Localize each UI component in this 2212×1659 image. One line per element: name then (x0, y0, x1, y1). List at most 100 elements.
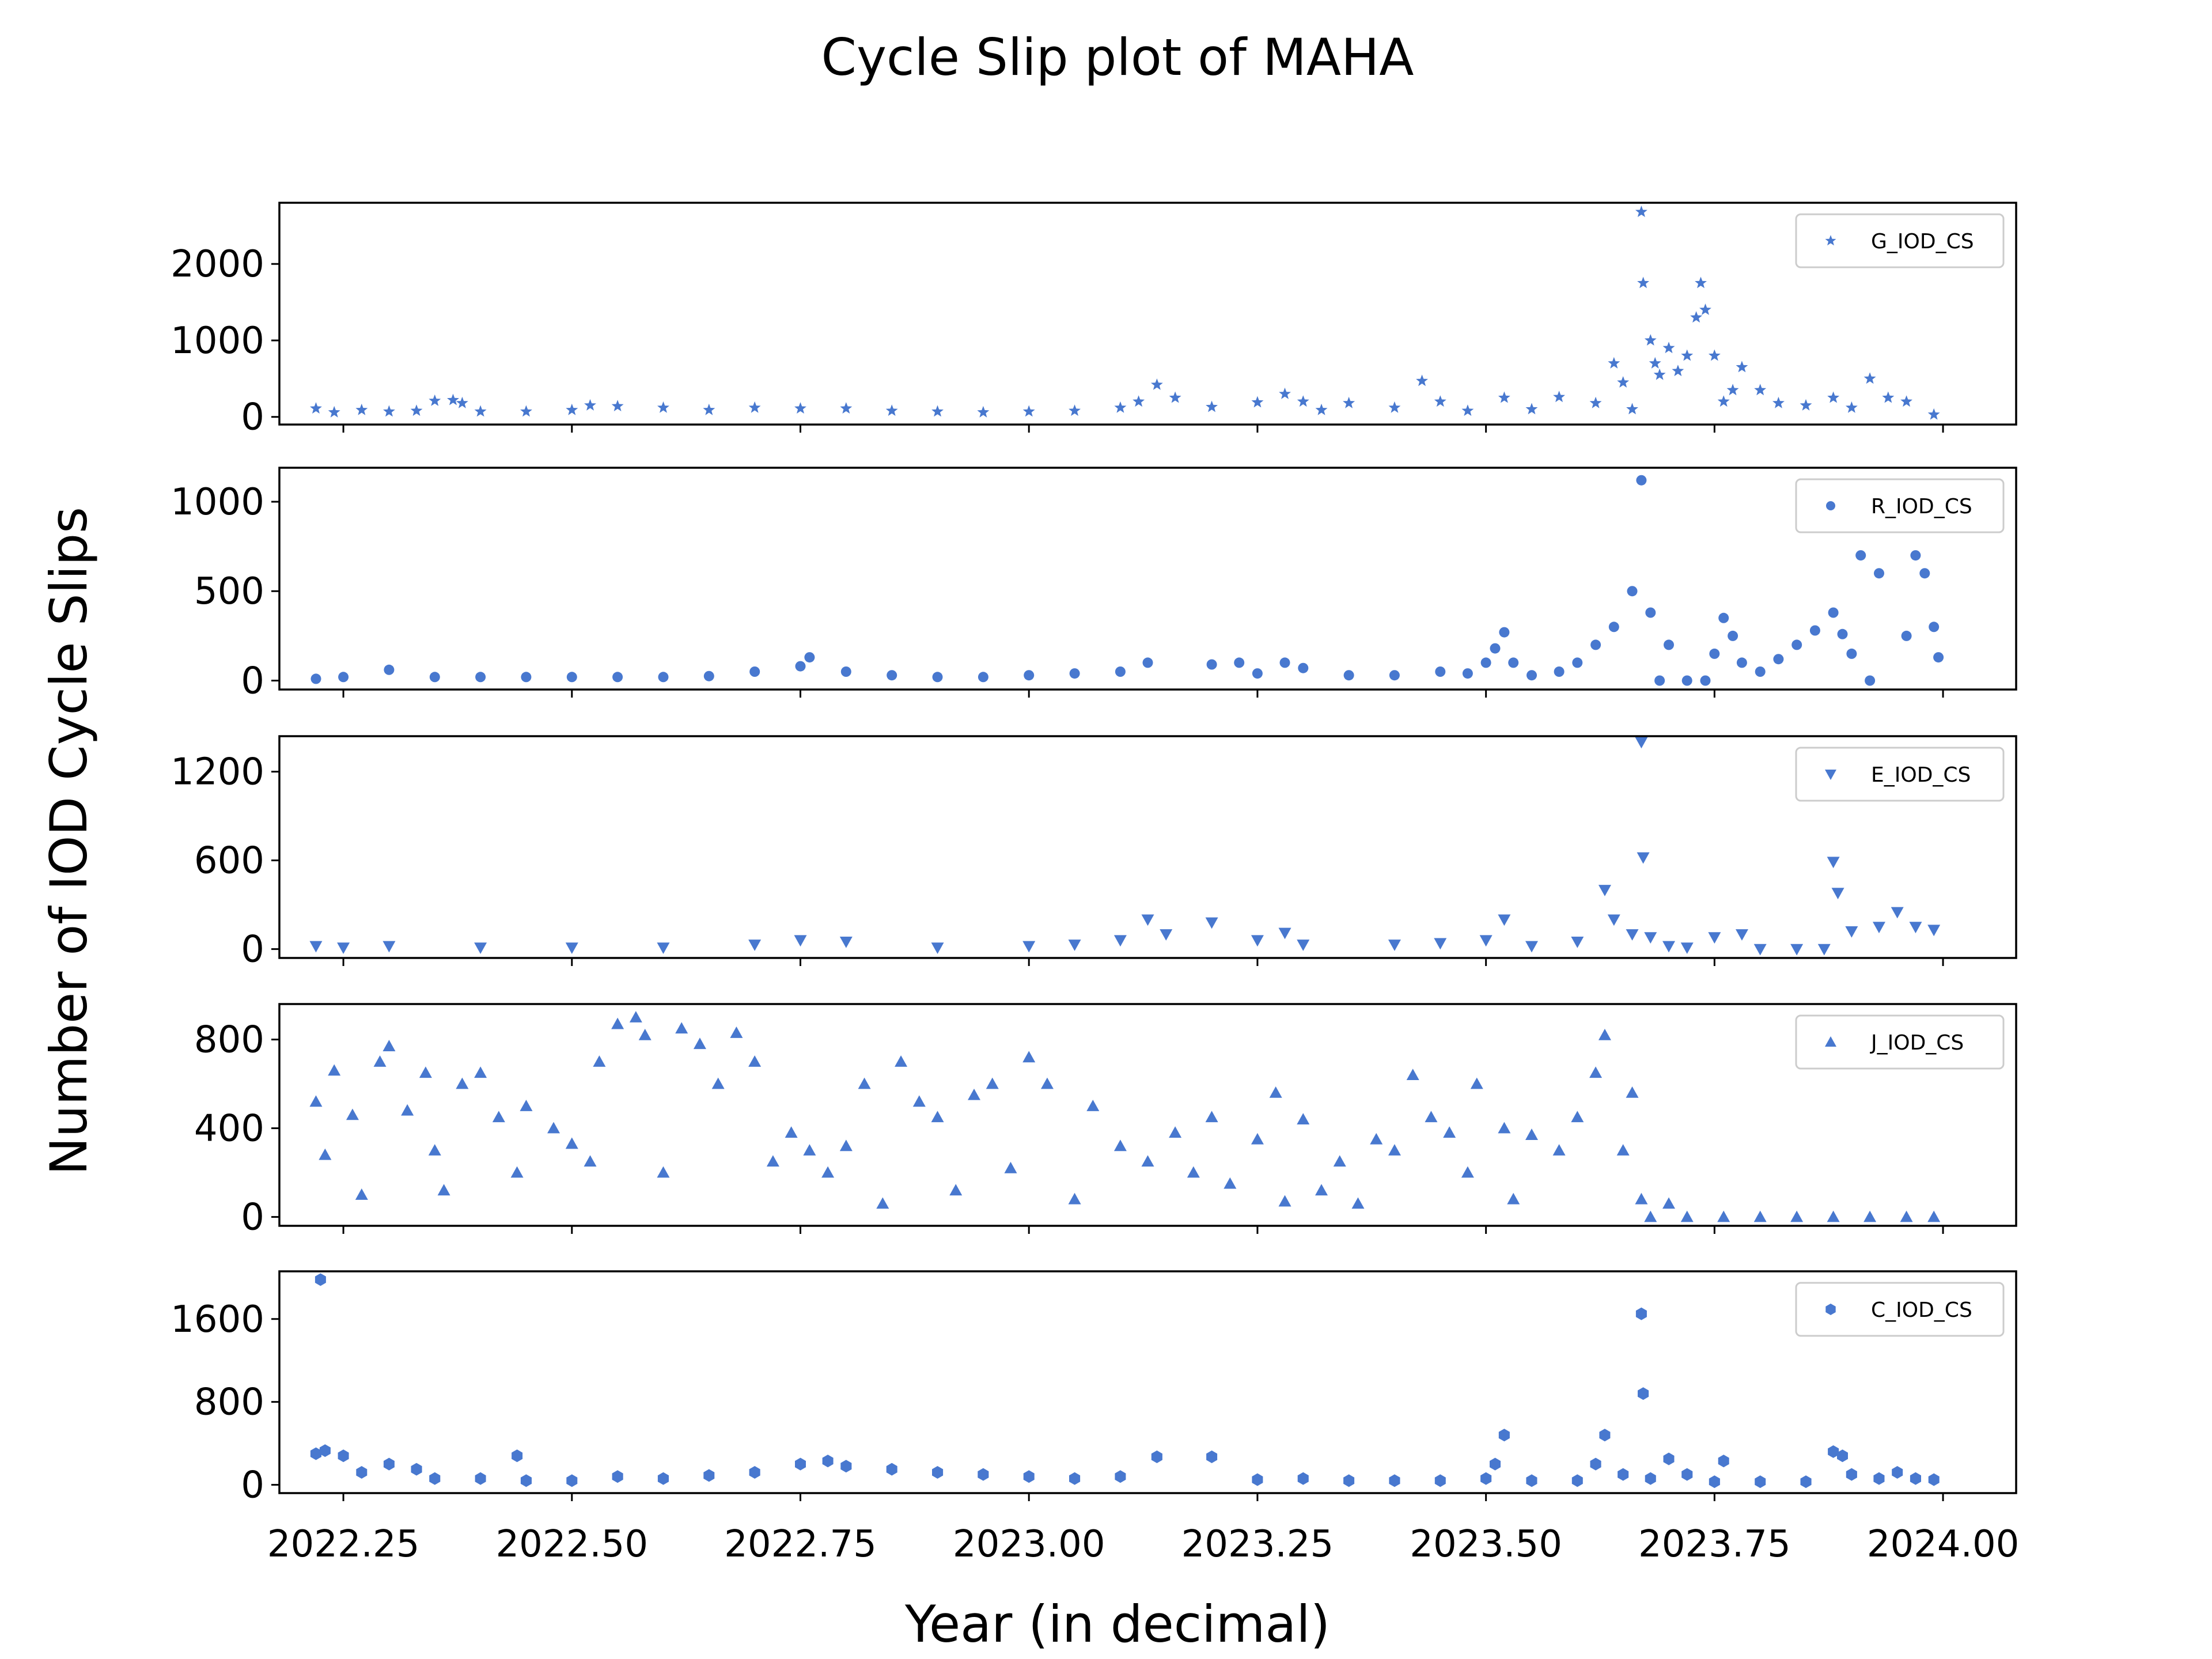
legend-label: J_IOD_CS (1870, 1031, 1964, 1055)
data-point (1662, 342, 1675, 354)
data-point (1644, 334, 1657, 346)
data-point (1297, 1113, 1310, 1124)
y-tick-label: 2000 (171, 243, 264, 286)
data-point (1607, 914, 1620, 926)
data-point (1681, 1468, 1693, 1481)
data-point (1865, 675, 1876, 686)
data-point (1315, 403, 1328, 415)
data-point (1416, 374, 1428, 387)
data-point (1927, 1210, 1941, 1222)
y-tick-label: 0 (241, 660, 264, 702)
data-point (657, 1472, 669, 1485)
y-tick-label: 400 (194, 1108, 264, 1150)
data-point (309, 1095, 323, 1107)
data-point (1525, 1128, 1538, 1140)
panel-c-iod-cs: 0 800 1600 2022.25 2022.50 2022.75 2023.00 2023… (171, 1270, 2019, 1566)
data-point (748, 401, 761, 413)
data-point (1654, 675, 1665, 686)
data-point (1855, 550, 1866, 561)
data-point (338, 672, 349, 683)
data-point (1554, 666, 1565, 677)
data-point (978, 1468, 989, 1481)
data-point (886, 1463, 897, 1476)
data-point (1114, 401, 1127, 413)
data-point (1846, 1468, 1857, 1481)
data-point (566, 1474, 578, 1487)
data-point (794, 935, 807, 947)
data-point (315, 1273, 326, 1286)
data-point (1626, 403, 1638, 415)
data-point (711, 1077, 725, 1089)
data-point (355, 403, 368, 415)
data-point (749, 666, 760, 677)
data-point (429, 672, 440, 683)
data-point (1773, 654, 1784, 665)
data-point (1709, 648, 1720, 659)
data-point (977, 406, 990, 418)
data-point (1069, 404, 1081, 416)
panel-r-iod-cs: 0 500 1000 R_IOD_CS (171, 467, 2017, 702)
data-point (1343, 670, 1354, 681)
legend-label: G_IOD_CS (1871, 230, 1974, 253)
data-point (1205, 1111, 1218, 1123)
data-point (1571, 1474, 1583, 1487)
data-point (584, 1155, 597, 1167)
data-point (1278, 927, 1291, 940)
data-point (1169, 391, 1181, 403)
data-point (1827, 1210, 1840, 1222)
data-point (1598, 1028, 1611, 1040)
data-point (310, 1447, 321, 1460)
data-point (1726, 384, 1739, 396)
data-point (1928, 1473, 1940, 1486)
data-point (520, 1100, 533, 1111)
data-point (1388, 940, 1401, 951)
data-point (456, 396, 468, 408)
data-point (1927, 408, 1940, 420)
data-point (1645, 1472, 1656, 1485)
data-point (1753, 944, 1767, 956)
data-point (1507, 1192, 1520, 1205)
x-tick-label: 2022.50 (495, 1523, 648, 1566)
data-point (1527, 670, 1537, 681)
panel-frame (278, 202, 2017, 426)
data-point (1753, 1210, 1767, 1222)
data-point (521, 672, 532, 683)
data-point (1700, 675, 1711, 686)
data-point (1680, 942, 1694, 955)
data-point (1717, 1210, 1730, 1222)
data-point (510, 1166, 524, 1178)
scatter-points (309, 737, 1941, 956)
data-point (748, 1055, 762, 1067)
y-tick-label: 1600 (171, 1298, 264, 1341)
data-point (1434, 938, 1447, 950)
data-point (1909, 922, 1922, 934)
data-point (328, 1064, 341, 1076)
data-point (978, 672, 988, 683)
data-point (1572, 657, 1583, 668)
data-point (1637, 276, 1649, 289)
y-axis-title: Number of IOD Cycle Slips (39, 507, 99, 1175)
data-point (1022, 1051, 1036, 1063)
y-tick-label: 600 (194, 840, 264, 882)
data-point (1132, 395, 1145, 407)
data-point (1827, 857, 1840, 869)
data-point (1616, 1144, 1630, 1156)
data-point (1790, 944, 1804, 956)
y-tick-label: 0 (241, 396, 264, 439)
y-tick-label: 1200 (171, 751, 264, 794)
data-point (355, 1188, 368, 1200)
data-point (512, 1449, 523, 1463)
data-point (1618, 1468, 1629, 1481)
x-tick-label: 2022.75 (724, 1523, 877, 1566)
legend-box (1795, 213, 2005, 268)
data-point (1681, 349, 1694, 361)
data-point (1910, 550, 1921, 561)
data-point (840, 1460, 852, 1473)
data-point (1589, 396, 1602, 408)
data-point (1069, 1472, 1081, 1485)
data-point (1351, 1197, 1365, 1209)
data-point (876, 1197, 889, 1209)
data-point (1590, 1457, 1601, 1471)
data-point (611, 400, 624, 411)
legend: G_IOD_CS (1795, 213, 2005, 268)
